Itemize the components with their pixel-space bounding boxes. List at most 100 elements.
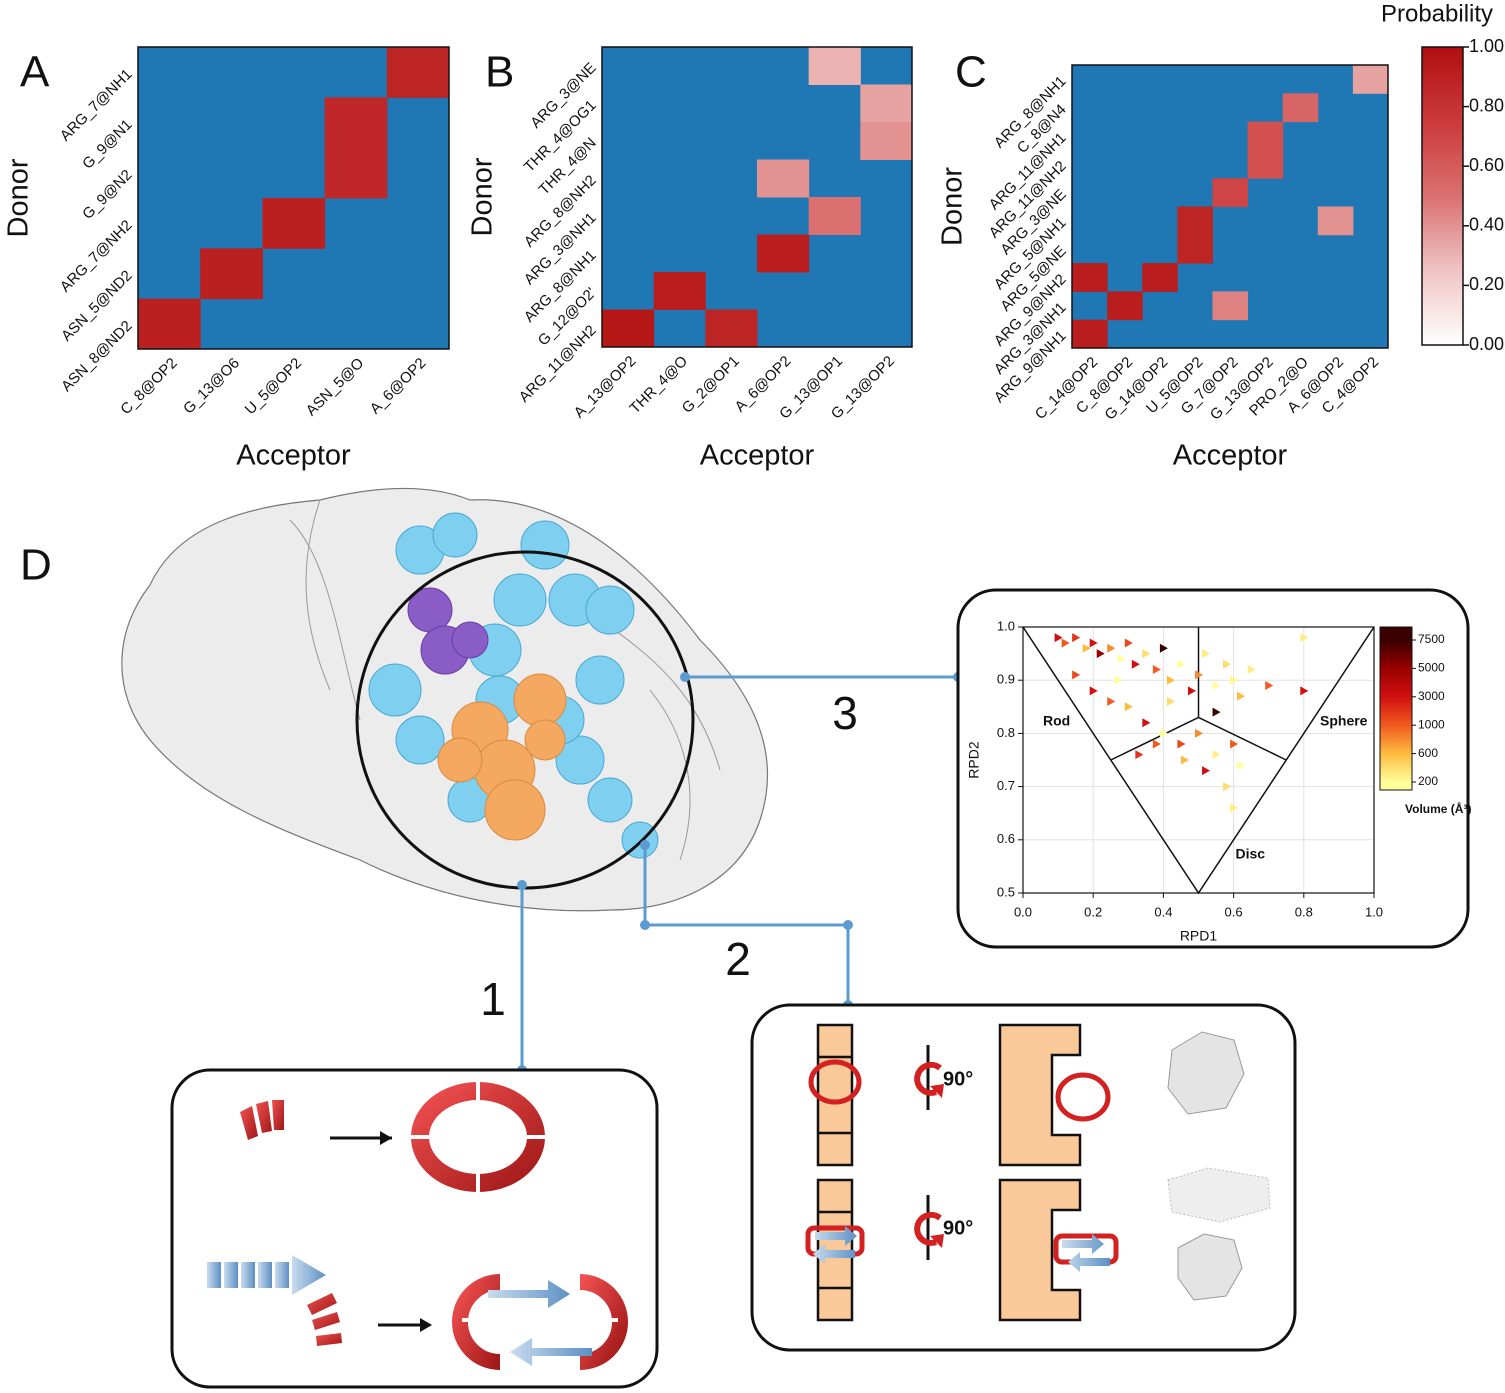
heatmap-cell [1072, 319, 1108, 349]
colorbar-title: Probability [1381, 0, 1493, 27]
point [1061, 638, 1070, 648]
point [1072, 633, 1081, 643]
heatmap-cell [386, 47, 450, 98]
point [1166, 696, 1175, 706]
colorbar-tick-label: 0.40 [1469, 215, 1504, 235]
point [1300, 686, 1309, 696]
colorbar-tick-label: 3000 [1418, 689, 1445, 703]
point [1195, 728, 1203, 738]
heatmap-cell [808, 47, 861, 85]
box-1 [170, 1068, 659, 1389]
heatmap-cell [262, 198, 326, 249]
rotation-label: 90° [943, 1217, 973, 1239]
point [1230, 803, 1239, 813]
point [1159, 728, 1168, 738]
colorbar-tick-label: 0.60 [1469, 155, 1504, 175]
point [1054, 633, 1063, 643]
point [1135, 750, 1144, 760]
y-tick-label: 0.5 [997, 884, 1015, 899]
heatmap-cell [1247, 121, 1284, 151]
point [1107, 643, 1116, 653]
point [1114, 675, 1123, 685]
y-tick-label: 1.0 [997, 618, 1015, 633]
heatmap-cell [757, 159, 810, 198]
point [1237, 691, 1246, 701]
x-axis-label: RPD1 [1180, 928, 1218, 944]
point [1230, 675, 1239, 685]
point [1230, 739, 1239, 749]
point [1124, 702, 1133, 712]
panel-label: A [20, 48, 50, 97]
heatmap-cell [1212, 291, 1249, 321]
region-label: Disc [1236, 846, 1266, 862]
box-2: 90° 90° [750, 1003, 1297, 1352]
step-label: 2 [725, 933, 751, 985]
heatmap-cell [1107, 291, 1143, 321]
point [1072, 670, 1081, 680]
x-tick-label: 0.6 [1225, 904, 1243, 919]
heatmap-cell [1352, 65, 1389, 94]
point [1089, 638, 1098, 648]
point [1247, 665, 1256, 675]
column-label: G_13@O6 [180, 355, 243, 418]
region-label: Rod [1043, 713, 1070, 729]
box-3 [956, 588, 1470, 949]
colorbar-label: Volume (Å³) [1405, 801, 1471, 816]
colorbar-tick-label: 5000 [1418, 661, 1445, 675]
heatmap-cell [138, 298, 201, 350]
heatmap-cell [808, 197, 861, 235]
point [1142, 649, 1151, 659]
heatmap-cell [1177, 234, 1213, 264]
colorbar-tick-label: 0.80 [1469, 95, 1504, 115]
heatmap-cell [1282, 93, 1319, 123]
step-label: 1 [480, 973, 506, 1025]
heatmap-frame [137, 46, 450, 350]
heatmap-cell [653, 272, 706, 310]
column-label: ASN_5@O [303, 355, 368, 420]
x-tick-label: 1.0 [1365, 904, 1383, 919]
point [1187, 686, 1196, 696]
point [1142, 718, 1151, 728]
point [1202, 649, 1211, 659]
point [1180, 755, 1189, 765]
heatmap-cell [1177, 206, 1213, 236]
point [1131, 659, 1140, 669]
point [1212, 681, 1221, 691]
heatmap-cell [705, 309, 758, 348]
colorbar-tick-label: 0.00 [1469, 334, 1504, 354]
heatmap-frame [1071, 64, 1389, 349]
point [1117, 654, 1126, 664]
heatmap-cell [1072, 263, 1108, 292]
panel-label: C [955, 48, 987, 97]
column-label: A_13@OP2 [571, 353, 640, 422]
point [1089, 686, 1098, 696]
x-tick-label: 0.8 [1295, 904, 1313, 919]
x-axis-label: Acceptor [1173, 440, 1288, 472]
column-label: A_6@OP2 [367, 355, 430, 418]
x-axis-label: Acceptor [700, 440, 815, 472]
point [1300, 633, 1309, 643]
point [1223, 782, 1232, 792]
colorbar-tick-label: 1000 [1418, 717, 1445, 731]
volume-colorbar [1379, 626, 1413, 791]
heatmap-cell [602, 309, 655, 348]
y-axis-label: Donor [467, 157, 499, 236]
region-label: Sphere [1320, 713, 1368, 729]
y-axis-label: RPD2 [966, 741, 982, 779]
column-label: U_5@OP2 [242, 355, 305, 418]
point [1212, 707, 1221, 717]
point [1166, 675, 1175, 685]
y-axis-label: Donor [937, 167, 969, 246]
heatmap-cell [1142, 263, 1178, 292]
point [1152, 739, 1161, 749]
heatmap-frame [601, 46, 913, 348]
x-tick-label: 0.4 [1154, 904, 1172, 919]
colorbar-tick-label: 1.00 [1469, 36, 1504, 56]
point [1082, 643, 1091, 653]
heatmap-cell [200, 248, 263, 300]
point [1124, 638, 1133, 648]
y-tick-label: 0.8 [997, 725, 1015, 740]
y-tick-label: 0.9 [997, 672, 1015, 687]
point [1237, 760, 1246, 770]
protein-structure [121, 487, 769, 912]
